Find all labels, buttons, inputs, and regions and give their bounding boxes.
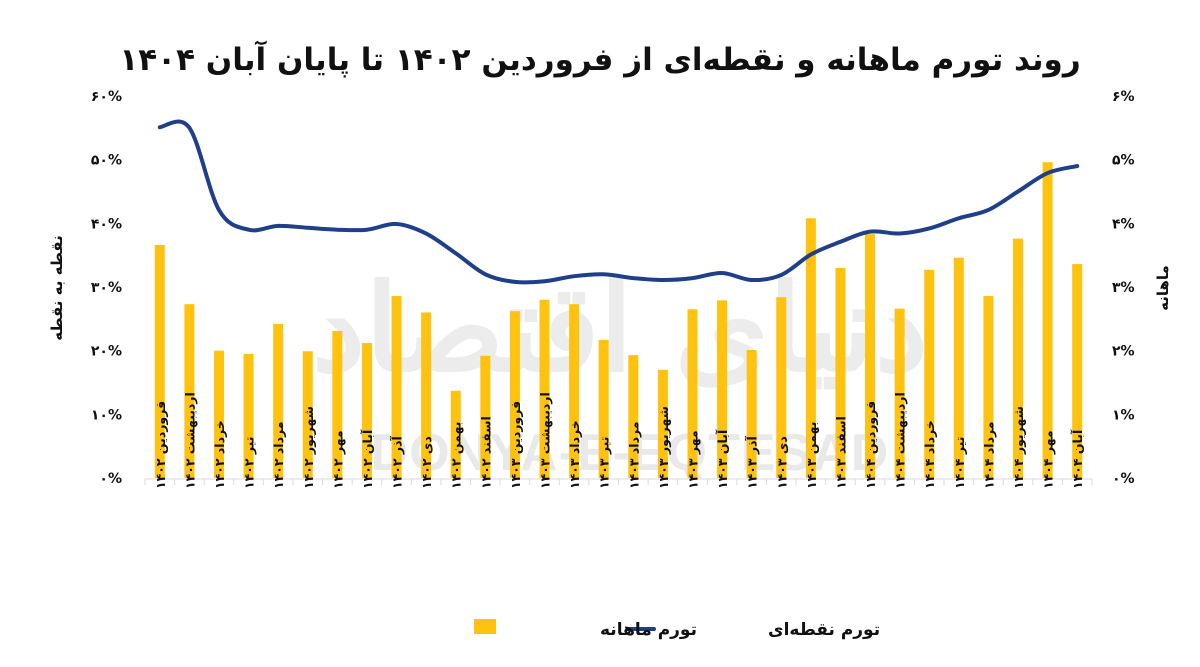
right-axis-ticks: ۰% ۱% ۲% ۳% ۴% ۵% ۶%: [1112, 89, 1135, 487]
bar: [332, 330, 343, 478]
bar: [717, 300, 728, 478]
monthly-inflation-bars: [154, 162, 1083, 479]
bar: [953, 257, 964, 478]
bar: [924, 269, 935, 478]
legend-label-point-to-point: تورم نقطه‌ای: [768, 620, 880, 640]
x-axis-category-label: شهریور ۱۴۰۳: [656, 406, 671, 489]
chart-title: روند تورم ماهانه و نقطه‌ای از فروردین ۱۴…: [119, 40, 1080, 78]
x-axis-category-label: خرداد ۱۴۰۳: [567, 420, 582, 489]
point-to-point-inflation-line: [157, 119, 1080, 285]
right-axis-tick-label: ۴%: [1112, 216, 1135, 232]
x-axis-category-label: اردیبهشت ۱۴۰۲: [182, 392, 197, 489]
x-axis-category-label: تیر ۱۴۰۲: [242, 437, 257, 489]
left-axis-title: نقطه به نقطه: [48, 235, 66, 340]
bar: [1072, 264, 1083, 478]
right-axis-tick-label: ۰%: [1112, 471, 1135, 487]
right-axis-tick-label: ۵%: [1112, 153, 1135, 169]
x-axis-category-label: تیر ۱۴۰۳: [597, 437, 612, 489]
left-axis-tick-label: ۶۰%: [91, 89, 122, 105]
x-axis-category-label: بهمن ۱۴۰۳: [804, 422, 819, 489]
bar: [687, 309, 698, 478]
x-axis-category-label: اردیبهشت ۱۴۰۴: [893, 392, 908, 489]
right-axis-tick-label: ۶%: [1112, 89, 1135, 105]
x-axis-category-label: مرداد ۱۴۰۴: [981, 421, 996, 489]
x-axis: [144, 478, 1093, 485]
x-axis-category-label: اسفند ۱۴۰۲: [478, 416, 493, 489]
left-axis-tick-label: ۴۰%: [91, 216, 122, 232]
bar: [154, 244, 165, 478]
left-axis-tick-label: ۳۰%: [91, 280, 122, 296]
left-axis-tick-label: ۱۰%: [91, 407, 122, 423]
x-axis-category-label: دی ۱۴۰۲: [419, 436, 434, 489]
bar: [421, 312, 432, 478]
x-axis-category-label: دی ۱۴۰۳: [774, 436, 789, 489]
x-axis-category-label: مهر ۱۴۰۲: [330, 430, 345, 489]
bar: [184, 304, 195, 478]
bar: [894, 308, 905, 478]
x-axis-category-label: آذر ۱۴۰۲: [390, 436, 405, 489]
x-axis-category-label: آذر ۱۴۰۳: [745, 436, 760, 489]
x-axis-category-label: اسفند ۱۴۰۳: [833, 416, 848, 489]
legend-item-point-to-point: تورم نقطه‌ای: [626, 620, 880, 640]
left-axis-tick-label: ۲۰%: [91, 344, 122, 360]
x-axis-category-label: مهر ۱۴۰۳: [685, 430, 700, 489]
bar: [746, 350, 757, 478]
x-axis-category-label: اردیبهشت ۱۴۰۳: [538, 392, 553, 489]
bar: [569, 304, 580, 478]
legend-label-monthly: تورم ماهانه: [600, 620, 697, 640]
x-axis-category-label: خرداد ۱۴۰۴: [922, 420, 937, 489]
legend-square-swatch-icon: [474, 619, 496, 634]
bar: [983, 295, 994, 478]
x-axis-category-label: فروردین ۱۴۰۴: [863, 401, 878, 489]
x-axis-category-label: مرداد ۱۴۰۲: [271, 421, 286, 489]
bar: [361, 343, 372, 478]
bar: [302, 351, 313, 478]
x-axis-category-label: مرداد ۱۴۰۳: [626, 421, 641, 489]
x-axis-category-label: خرداد ۱۴۰۲: [212, 420, 227, 489]
left-axis-tick-label: ۵۰%: [91, 153, 122, 169]
right-axis-tick-label: ۳%: [1112, 280, 1135, 296]
bar: [805, 218, 816, 479]
left-axis-ticks: ۰% ۱۰% ۲۰% ۳۰% ۴۰% ۵۰% ۶۰%: [91, 89, 122, 487]
x-axis-category-label: فروردین ۱۴۰۲: [153, 401, 168, 489]
x-axis-category-label: آبان ۱۴۰۲: [360, 429, 375, 489]
right-axis-title: ماهانه: [1154, 265, 1172, 311]
right-axis-tick-label: ۱%: [1112, 407, 1135, 423]
bar: [509, 311, 520, 478]
bar: [835, 267, 846, 478]
left-axis-tick-label: ۰%: [99, 471, 122, 487]
x-axis-category-label: شهریور ۱۴۰۲: [301, 406, 316, 489]
legend: تورم نقطه‌ای تورم ماهانه: [474, 619, 880, 640]
legend-item-monthly: تورم ماهانه: [474, 619, 697, 640]
bar: [391, 295, 402, 478]
bar: [865, 234, 876, 478]
x-axis-category-label: بهمن ۱۴۰۲: [449, 422, 464, 489]
bar: [1042, 162, 1053, 479]
bar: [598, 339, 609, 478]
x-axis-category-label: آبان ۱۴۰۴: [1070, 429, 1085, 489]
x-axis-category-label: شهریور ۱۴۰۴: [1011, 406, 1026, 489]
right-axis-tick-label: ۲%: [1112, 344, 1135, 360]
x-axis-category-label: مهر ۱۴۰۴: [1041, 430, 1056, 489]
watermark-persian: دنیای اقتصاد: [312, 258, 928, 399]
bar: [657, 369, 668, 478]
bar: [539, 299, 550, 478]
x-axis-category-label: آبان ۱۴۰۳: [715, 429, 730, 489]
legend-line-swatch-icon: [626, 627, 656, 631]
x-axis-labels: فروردین ۱۴۰۲ اردیبهشت ۱۴۰۲ خرداد ۱۴۰۲ تیر ۱…: [153, 392, 1085, 489]
bar: [776, 297, 787, 478]
x-axis-category-label: تیر ۱۴۰۴: [952, 437, 967, 489]
bar: [480, 355, 491, 478]
bar: [628, 355, 639, 478]
bar: [1013, 238, 1024, 478]
x-axis-category-label: فروردین ۱۴۰۳: [508, 401, 523, 489]
bar: [243, 353, 254, 478]
bar: [273, 323, 284, 478]
bar: [213, 350, 224, 478]
bar: [450, 390, 461, 478]
